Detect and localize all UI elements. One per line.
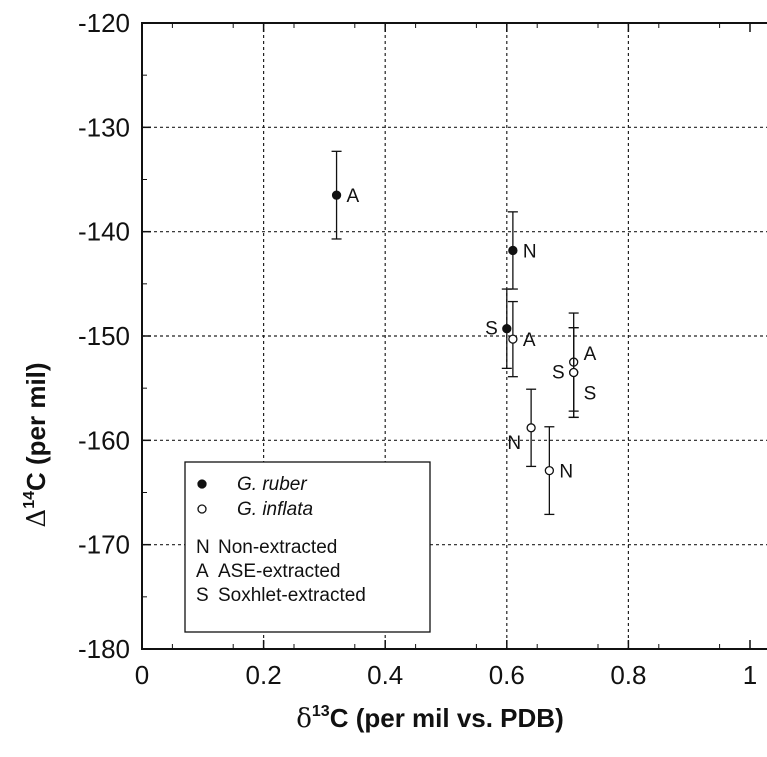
x-tick-label: 0 xyxy=(135,660,149,690)
y-axis-title-symbol: Δ xyxy=(22,509,52,528)
y-tick-label: -150 xyxy=(78,321,130,351)
legend-key-label: Non-extracted xyxy=(218,537,337,558)
y-axis-title: Δ14C (per mil) xyxy=(21,362,52,527)
x-tick-label: 0.8 xyxy=(610,660,646,690)
data-point-filled xyxy=(502,324,512,334)
legend-marker-open xyxy=(197,504,207,514)
data-point-label: N xyxy=(507,433,521,454)
y-axis-title-text: C (per mil) xyxy=(21,362,51,491)
data-point-open xyxy=(544,465,555,476)
data-point-open xyxy=(508,334,518,344)
data-point-label: N xyxy=(523,241,537,262)
data-point-filled xyxy=(331,190,342,200)
x-axis-title-text: C (per mil vs. PDB) xyxy=(330,703,564,733)
x-tick-label: 0.6 xyxy=(489,660,525,690)
data-point-label: S xyxy=(485,319,498,340)
legend-series-label: G. ruber xyxy=(237,474,307,495)
x-tick-label: 0.2 xyxy=(246,660,282,690)
legend-key-label: ASE-extracted xyxy=(218,561,341,582)
legend-marker-filled xyxy=(197,479,207,489)
y-axis-title-sup: 14 xyxy=(21,491,38,509)
data-point-open xyxy=(569,367,579,378)
x-axis-title-sup: 13 xyxy=(312,703,330,720)
y-tick-label: -120 xyxy=(78,8,130,38)
data-point-label: S xyxy=(552,363,565,384)
data-point-label: A xyxy=(347,186,360,207)
tick-layer xyxy=(141,22,751,650)
data-point-label: N xyxy=(559,462,573,483)
data-point-label: A xyxy=(584,344,597,365)
x-tick-label: 0.4 xyxy=(367,660,403,690)
legend-key-letter: N xyxy=(196,537,210,558)
data-point-filled xyxy=(508,245,518,256)
x-axis-title: δ13C (per mil vs. PDB) xyxy=(296,703,564,734)
y-tick-label: -140 xyxy=(78,217,130,247)
y-tick-label: -170 xyxy=(78,530,130,560)
y-tick-label: -130 xyxy=(78,112,130,142)
data-point-label: S xyxy=(584,384,597,405)
data-point-label: A xyxy=(523,330,536,351)
data-point-open xyxy=(526,423,536,433)
legend-key-letter: S xyxy=(196,585,209,606)
tick-label-layer: 0 0.2 0.4 0.6 0.8 1 -180 -170 -160 -150 -140 -130 -1… xyxy=(78,8,757,690)
legend: G. ruber G. inflata N Non-extracted A ASE-ext… xyxy=(184,461,431,633)
y-tick-label: -180 xyxy=(78,634,130,664)
legend-key-label: Soxhlet-extracted xyxy=(218,585,366,606)
y-tick-label: -160 xyxy=(78,425,130,455)
legend-series-label: G. inflata xyxy=(237,499,313,520)
x-axis-title-symbol: δ xyxy=(296,704,312,734)
x-tick-label: 1 xyxy=(743,660,757,690)
grid-layer xyxy=(142,23,767,649)
legend-key-letter: A xyxy=(196,561,209,582)
legend-box xyxy=(184,461,431,633)
